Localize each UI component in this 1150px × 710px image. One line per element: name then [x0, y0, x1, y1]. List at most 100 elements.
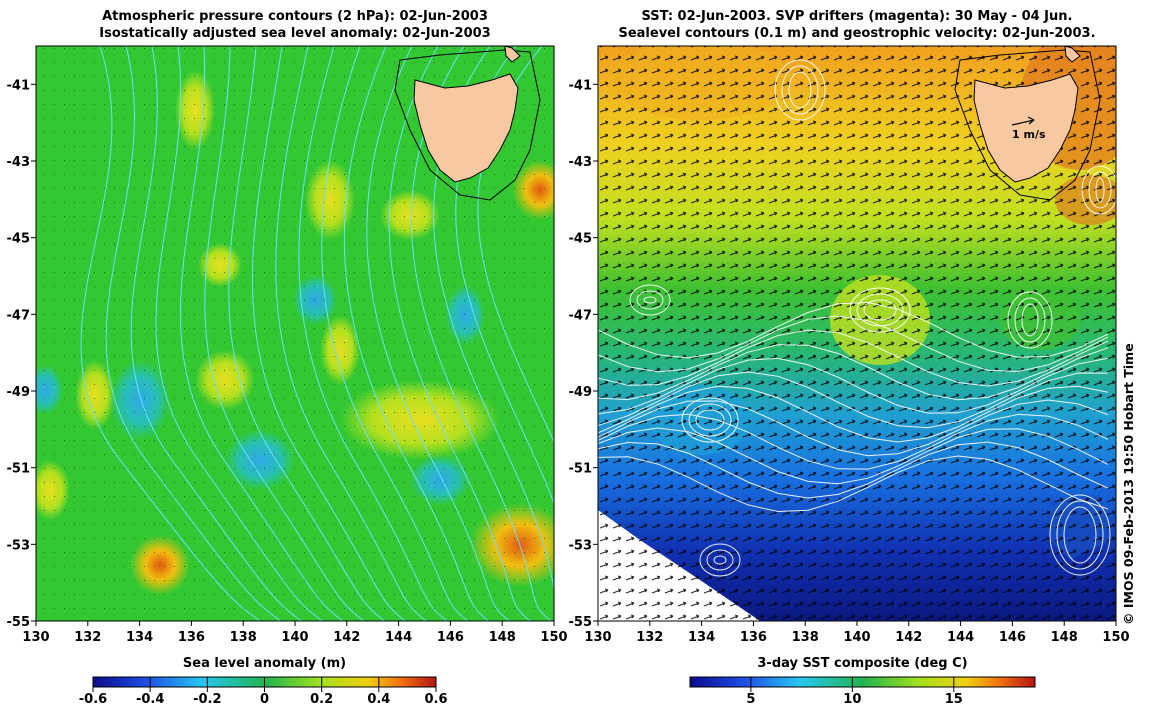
y-tick-label: -53 [7, 538, 31, 553]
y-tick-label: -47 [569, 308, 593, 323]
x-tick-label: 132 [74, 630, 101, 645]
sealevel-contour-line [598, 329, 1109, 387]
left-title-line2: Isostatically adjusted sea level anomaly… [99, 26, 491, 41]
velocity-scale-arrow [1011, 116, 1035, 126]
velocity-scale-label: 1 m/s [1012, 128, 1046, 141]
eddy-contour [629, 284, 671, 316]
eddy-contour [699, 543, 741, 577]
x-tick-label: 142 [895, 630, 922, 645]
eddy-contour [695, 409, 725, 431]
x-tick-label: 140 [281, 630, 308, 645]
eddy-contour [1021, 303, 1039, 337]
eddy-contour [849, 287, 911, 333]
pressure-contour-line [251, 46, 406, 621]
x-tick-label: 130 [584, 630, 611, 645]
sealevel-contour-line [598, 441, 1109, 499]
credit-text: © IMOS 09-Feb-2013 19:50 Hobart Time [1121, 343, 1136, 625]
sealevel-contour-line [598, 455, 1109, 513]
x-tick-label: 144 [947, 630, 974, 645]
eddy-contour [1014, 297, 1046, 343]
eddy-contour [1088, 171, 1112, 209]
y-tick-label: -55 [7, 615, 31, 630]
colorbar-tick-label: 0.4 [367, 692, 391, 707]
pressure-contour-line [343, 46, 490, 621]
x-tick-label: 134 [126, 630, 153, 645]
right-title-line2: Sealevel contours (0.1 m) and geostrophi… [618, 26, 1096, 41]
sealevel-contour-line [598, 344, 1109, 401]
colorbar-tick-label: 0.2 [310, 692, 334, 707]
y-tick-label: -43 [7, 155, 31, 170]
x-tick-label: 138 [792, 630, 819, 645]
sealevel-contour-line [598, 371, 1109, 429]
colorbar-tick-label: 5 [746, 692, 756, 707]
eddy-contour [774, 59, 826, 121]
pressure-contour-line [228, 46, 386, 621]
y-tick-label: -49 [7, 385, 31, 400]
island-land [1064, 46, 1081, 63]
x-tick-label: 142 [333, 630, 360, 645]
x-tick-label: 146 [999, 630, 1026, 645]
y-tick-label: -49 [569, 385, 593, 400]
eddy-contour [1081, 165, 1116, 215]
y-tick-label: -43 [569, 155, 593, 170]
sea-level-anomaly-map [36, 46, 554, 621]
pressure-contour-line [275, 46, 427, 621]
y-tick-label: -41 [569, 78, 593, 93]
pressure-contour-line [130, 46, 302, 621]
colorbar-tick-label: 10 [843, 692, 862, 707]
eddy-contour [1056, 500, 1104, 570]
y-tick-label: -45 [569, 232, 593, 247]
x-tick-label: 132 [636, 630, 663, 645]
sealevel-contour-line [598, 385, 1109, 443]
eddy-contour [688, 403, 732, 437]
tasmania-land [413, 73, 519, 183]
pressure-contour-line [366, 46, 510, 621]
eddy-contour [781, 65, 819, 115]
colorbar-tick-label: 0.6 [424, 692, 448, 707]
y-tick-label: -53 [569, 538, 593, 553]
y-tick-label: -51 [569, 462, 593, 477]
pressure-contours [80, 46, 554, 621]
eddy-contour [1063, 506, 1097, 564]
y-tick-label: -51 [7, 462, 31, 477]
colorbar-tick-label: -0.2 [193, 692, 222, 707]
sst-colorbar-label: 3-day SST composite (deg C) [757, 656, 968, 671]
colorbar-ticks [92, 677, 955, 692]
y-tick-label: -41 [7, 78, 31, 93]
pressure-contour-line [80, 46, 261, 621]
sealevel-contour-line [598, 413, 1109, 470]
pressure-contour-line [298, 46, 448, 621]
eddy-contour [1049, 494, 1111, 576]
eddy-contour [636, 290, 664, 310]
x-tick-label: 148 [1051, 630, 1078, 645]
x-tick-label: 140 [843, 630, 870, 645]
eddy-contour [788, 71, 812, 109]
pressure-contour-line [180, 46, 344, 621]
eddy-contour [643, 296, 657, 304]
x-tick-label: 148 [489, 630, 516, 645]
sealevel-contour-line [598, 399, 1109, 457]
x-tick-label: 146 [437, 630, 464, 645]
x-tick-label: 130 [22, 630, 49, 645]
eddy-contour [863, 299, 897, 321]
left-title: Atmospheric pressure contours (2 hPa): 0… [36, 8, 554, 42]
right-title-line1: SST: 02-Jun-2003. SVP drifters (magenta)… [641, 9, 1073, 24]
pressure-contour-line [410, 46, 552, 621]
axis-ticks: 130 132 134 136 138 140 142 144 146 148 150 -41 -43 -… [7, 78, 1130, 645]
sealevel-contour-line [598, 357, 1109, 415]
eddy-contour [1007, 291, 1053, 349]
sst-map: 1 m/s [598, 46, 1116, 621]
x-tick-label: 138 [230, 630, 257, 645]
eddy-contour [713, 555, 727, 565]
y-tick-label: -45 [7, 232, 31, 247]
x-tick-label: 144 [385, 630, 412, 645]
x-tick-label: 150 [540, 630, 567, 645]
y-tick-label: -55 [569, 615, 593, 630]
sst-colorbar [689, 676, 1036, 688]
pressure-contour-line [105, 46, 282, 621]
sealevel-contour-line [598, 315, 1109, 373]
eddy-contour [1095, 177, 1105, 203]
colorbar-tick-label: -0.6 [78, 692, 108, 707]
eddy-contour [681, 397, 739, 443]
x-tick-label: 136 [740, 630, 767, 645]
